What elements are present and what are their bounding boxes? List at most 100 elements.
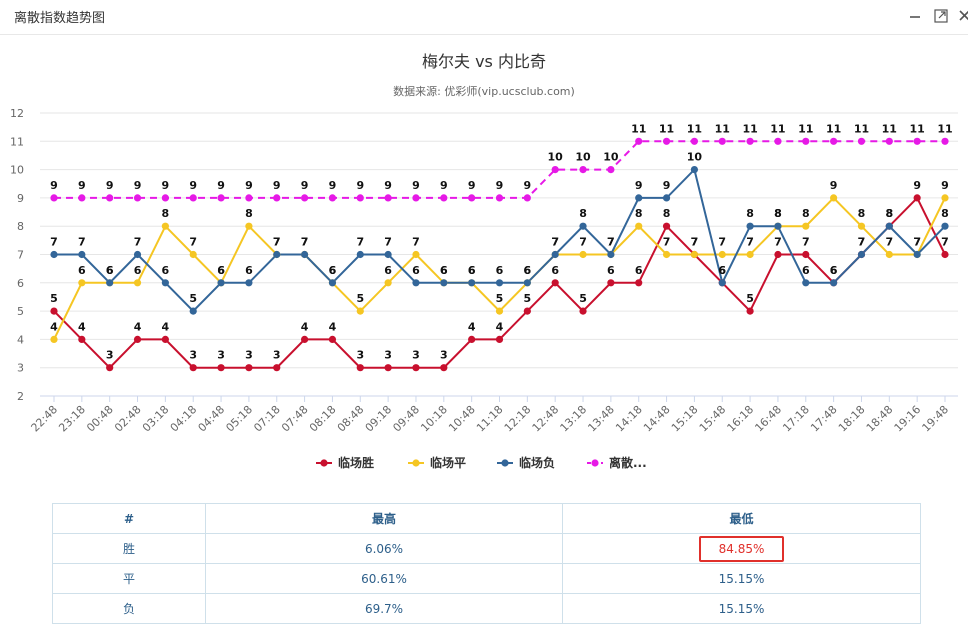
x-tick-label: 16:18 <box>725 403 757 435</box>
data-point <box>718 250 726 259</box>
data-point <box>133 250 142 259</box>
data-point <box>607 166 615 174</box>
y-tick-label: 8 <box>17 220 24 233</box>
data-point <box>412 279 420 287</box>
data-label: 4 <box>162 320 170 333</box>
data-label: 6 <box>134 264 142 277</box>
data-label: 8 <box>858 207 866 220</box>
data-label: 3 <box>440 349 448 362</box>
data-label: 11 <box>770 122 785 135</box>
data-point <box>635 279 643 287</box>
x-tick-label: 18:48 <box>864 403 896 435</box>
data-point <box>440 364 448 372</box>
row-high: 69.7% <box>205 593 563 624</box>
data-label: 11 <box>659 122 674 135</box>
data-point <box>106 194 114 202</box>
legend-item-label[interactable]: 临场负 <box>519 455 555 470</box>
data-point <box>774 137 782 145</box>
maximize-icon[interactable] <box>932 6 950 26</box>
data-point <box>802 222 810 230</box>
data-point <box>384 250 392 259</box>
data-label: 4 <box>468 320 476 333</box>
data-point <box>189 250 197 259</box>
data-point <box>468 194 476 202</box>
data-point <box>245 222 253 230</box>
legend-marker[interactable] <box>501 459 509 467</box>
data-label: 10 <box>575 151 591 164</box>
data-label: 6 <box>106 264 114 277</box>
x-tick-label: 13:48 <box>585 403 617 435</box>
stats-table: # 最高 最低 胜 6.06% 84.85% 平 60.61% 15.15% 负… <box>52 503 921 624</box>
y-tick-label: 2 <box>17 390 24 403</box>
data-label: 8 <box>162 207 170 220</box>
data-label: 11 <box>715 122 730 135</box>
data-point <box>635 194 643 202</box>
data-point <box>300 194 309 202</box>
data-label: 9 <box>245 179 253 192</box>
chart-subtitle: 数据来源: 优彩师(vip.ucsclub.com) <box>393 84 575 98</box>
data-point <box>718 279 726 287</box>
legend-item-label[interactable]: 离散... <box>609 455 647 470</box>
data-label: 7 <box>384 236 392 249</box>
data-label: 11 <box>742 122 757 135</box>
minimize-icon[interactable] <box>906 6 924 26</box>
x-tick-label: 14:18 <box>613 403 645 435</box>
data-label: 5 <box>189 292 197 305</box>
legend-item-label[interactable]: 临场胜 <box>338 455 374 470</box>
data-point <box>830 137 838 145</box>
data-point <box>523 194 531 202</box>
close-icon[interactable] <box>956 6 968 26</box>
data-label: 6 <box>245 264 253 277</box>
data-label: 7 <box>802 236 810 249</box>
x-tick-label: 15:18 <box>669 403 701 435</box>
data-point <box>746 222 754 230</box>
data-point <box>830 279 838 287</box>
y-tick-label: 5 <box>17 305 24 318</box>
x-tick-label: 11:18 <box>474 403 506 435</box>
data-point <box>161 279 169 287</box>
data-point <box>245 364 253 372</box>
data-point <box>885 222 893 230</box>
data-label: 6 <box>802 264 810 277</box>
x-tick-label: 13:18 <box>558 403 590 435</box>
data-label: 9 <box>162 179 170 192</box>
data-label: 11 <box>910 122 925 135</box>
y-tick-label: 11 <box>10 135 24 148</box>
data-point <box>50 250 58 259</box>
x-tick-label: 14:48 <box>641 403 673 435</box>
data-label: 6 <box>78 264 86 277</box>
y-tick-label: 9 <box>17 192 24 205</box>
x-tick-label: 09:48 <box>390 403 422 435</box>
data-label: 7 <box>551 236 559 249</box>
data-point <box>161 222 169 230</box>
data-point <box>106 279 114 287</box>
data-point <box>78 335 86 343</box>
data-label: 7 <box>858 236 866 249</box>
data-point <box>941 222 949 230</box>
legend-marker[interactable] <box>591 459 599 467</box>
data-label: 8 <box>663 207 671 220</box>
row-low: 15.15% <box>562 593 921 624</box>
data-point <box>913 250 921 259</box>
data-label: 9 <box>440 179 448 192</box>
data-point <box>245 279 253 287</box>
legend-item-label[interactable]: 临场平 <box>430 455 466 470</box>
data-label: 7 <box>746 236 754 249</box>
table-header-low: 最低 <box>562 503 921 534</box>
data-point <box>941 250 949 259</box>
data-label: 9 <box>384 179 392 192</box>
data-point <box>802 279 810 287</box>
data-label: 7 <box>134 236 142 249</box>
data-point <box>356 194 364 202</box>
data-point <box>774 222 782 230</box>
y-tick-label: 3 <box>17 362 24 375</box>
data-point <box>857 250 866 259</box>
data-label: 8 <box>941 207 949 220</box>
data-point <box>690 137 699 145</box>
data-point <box>412 250 420 259</box>
table-row: 负 69.7% 15.15% <box>52 593 921 624</box>
data-label: 9 <box>913 179 921 192</box>
legend-marker[interactable] <box>412 459 420 467</box>
legend-marker[interactable] <box>320 459 328 467</box>
data-label: 6 <box>384 264 392 277</box>
